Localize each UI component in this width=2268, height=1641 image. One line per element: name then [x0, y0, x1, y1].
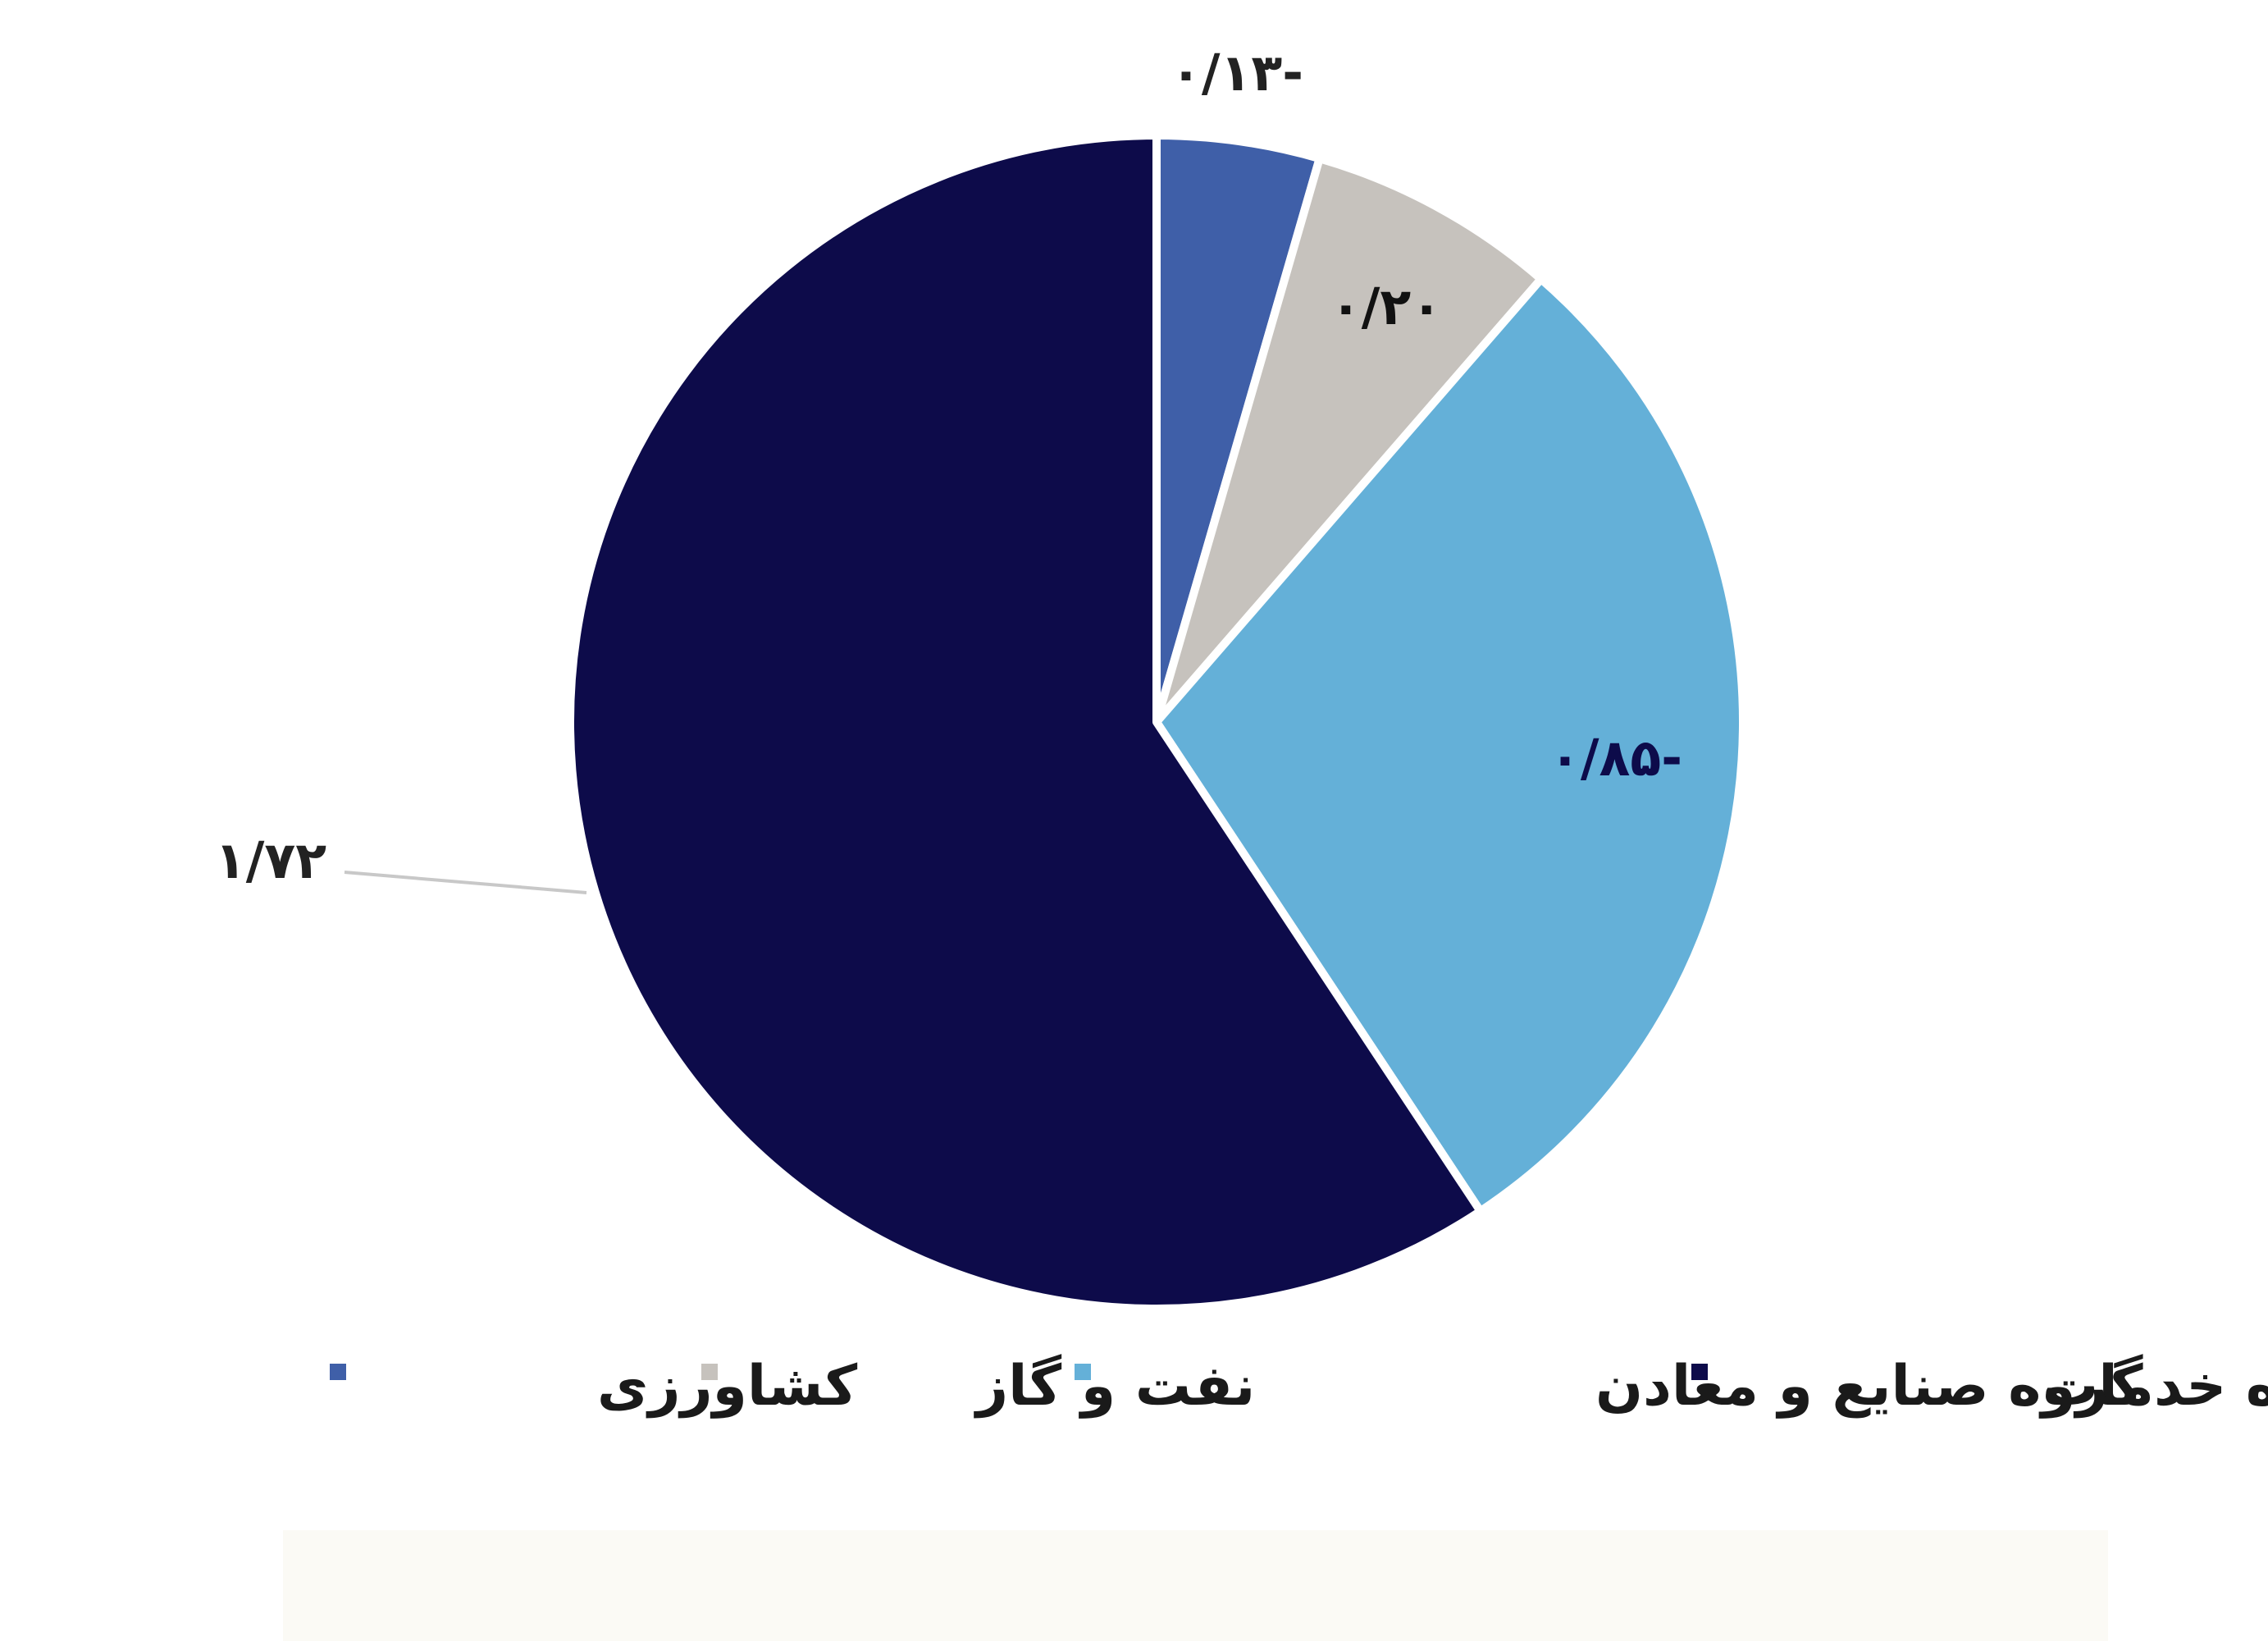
legend: گروه خدمات گروه صنایع و معادن نفت و گاز … — [330, 1354, 2268, 1419]
data-label-oil-gas: ۰/۲۰ — [1330, 277, 1442, 336]
legend-label-agriculture: کشاورزی — [597, 1354, 858, 1419]
data-label-industry-mines: -۰/۸۵ — [1549, 728, 1682, 788]
legend-swatch-services — [1691, 1364, 1708, 1380]
pie-slice-oil-gas — [1152, 154, 1545, 726]
pie-slices — [566, 131, 1747, 1313]
data-label-agriculture: -۰/۱۳ — [1171, 43, 1303, 103]
legend-swatch-industry-mines — [1075, 1364, 1091, 1380]
data-labels: -۰/۱۳ ۰/۲۰ -۰/۸۵ ۱/۷۲ — [215, 43, 1682, 890]
pie-slice-industry-mines — [1152, 275, 1747, 1216]
pie-slice-services — [566, 131, 1485, 1313]
legend-swatch-agriculture — [330, 1364, 346, 1380]
data-label-services: ۱/۷۲ — [215, 830, 326, 890]
legend-label-industry-mines: گروه صنایع و معادن — [1595, 1354, 2143, 1419]
leader-line-services — [344, 871, 587, 894]
legend-label-oil-gas: نفت و گاز — [974, 1354, 1255, 1419]
legend-label-services: گروه خدمات — [2042, 1354, 2268, 1419]
bottom-background-strip — [283, 1530, 2108, 1641]
legend-swatch-oil-gas — [701, 1364, 718, 1380]
